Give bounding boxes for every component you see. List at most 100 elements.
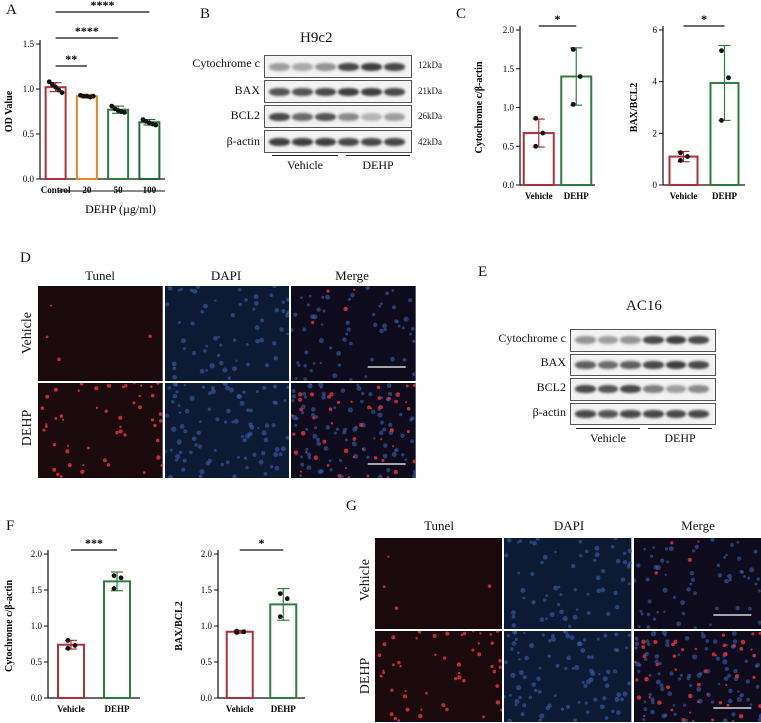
- micro-g-tunel-1-2-5: [694, 647, 697, 651]
- panel-label-a: A: [6, 2, 17, 18]
- micro-d-nucleus-0-2-30: [296, 361, 300, 364]
- micro-g-nucleus-0-1-41: [519, 539, 523, 543]
- micro-g-nucleus-1-1-41: [572, 666, 575, 670]
- micro-g-nucleus-1-1-14: [537, 689, 543, 694]
- micro-g-nucleus-1-2-87: [649, 697, 655, 702]
- blot-b-band-0-1: [292, 62, 313, 71]
- micro-d-nucleus-1-1-24: [164, 449, 167, 454]
- a-ytick-label-0: 0.0: [23, 174, 35, 184]
- blot-e-band-3-4: [665, 409, 687, 418]
- micro-g-nucleus-1-2-83: [749, 703, 752, 706]
- micro-g-nucleus-1-1-5: [628, 633, 632, 637]
- a-point-3-4: [153, 122, 159, 128]
- micro-g-nucleus-1-1-26: [509, 693, 513, 697]
- a-ytick-label-1: 0.5: [23, 129, 35, 139]
- micro-g-nucleus-0-1-27: [563, 616, 569, 622]
- micro-d-nucleus-1-1-30: [178, 411, 182, 414]
- micro-d-nucleus-1-1-3: [215, 417, 220, 422]
- micro-g-nucleus-0-2-38: [689, 570, 694, 576]
- micro-d-nucleus-1-1-17: [225, 460, 230, 465]
- micro-g-tunel-1-0-38: [391, 635, 396, 640]
- micro-g-nucleus-1-1-51: [551, 636, 557, 642]
- micro-g-nucleus-1-2-69: [739, 694, 742, 697]
- micro-g-tunel-1-0-35: [500, 708, 503, 712]
- micro-d-nucleus-1-1-41: [231, 420, 234, 424]
- micro-d-tunel-1-2-15: [377, 385, 381, 390]
- micro-d-tunel-1-2-49: [392, 445, 395, 448]
- micro-d-nucleus-1-2-26: [311, 407, 316, 412]
- c1-point-1-2: [570, 102, 576, 107]
- micro-g-nucleus-1-1-54: [600, 704, 605, 710]
- micro-d-nucleus-0-1-39: [253, 300, 259, 306]
- blot-e-band-2-1: [597, 385, 619, 394]
- micro-d-nucleus-1-1-49: [278, 452, 283, 457]
- micro-g-nucleus-1-1-78: [513, 631, 518, 635]
- micro-g-image-vehicle-dapi: [504, 538, 632, 629]
- micro-g-nucleus-1-1-86: [616, 710, 621, 715]
- micro-d-nucleus-0-1-4: [216, 353, 220, 358]
- micro-g-tunel-1-0-4: [399, 664, 402, 668]
- micro-g-nucleus-1-2-58: [667, 691, 672, 697]
- micro-g-tunel-1-0-16: [377, 653, 382, 657]
- micro-g-nucleus-1-1-21: [523, 631, 526, 635]
- micro-d-tunel-1-0-26: [151, 394, 155, 398]
- micro-g-nucleus-0-2-51: [637, 625, 641, 628]
- micro-g-bg-0-0: [375, 538, 503, 629]
- c2-ytick-label-0: 0: [653, 180, 658, 190]
- micro-d-nucleus-1-2-33: [410, 416, 415, 421]
- blot-e-band-0-3: [643, 336, 664, 345]
- micro-g-nucleus-0-1-10: [587, 611, 592, 615]
- micro-d-nucleus-0-2-22: [380, 302, 384, 306]
- micro-d-nucleus-1-2-68: [412, 473, 416, 478]
- micro-d-tunel-1-0-0: [86, 446, 90, 450]
- micro-g-tunel-1-2-43: [740, 639, 745, 645]
- micro-g-nucleus-1-1-39: [520, 712, 526, 717]
- micro-d-nucleus-1-1-48: [285, 435, 290, 440]
- a-sig-label-2: ****: [91, 0, 115, 12]
- micro-d-nucleus-0-1-7: [217, 335, 220, 339]
- c2-ytick-label-1: 2: [653, 128, 658, 138]
- micro-d-image-vehicle-dapi: [164, 286, 290, 381]
- micro-g-tunel-1-0-30: [391, 663, 395, 667]
- blot-b-band-0-3: [338, 62, 359, 71]
- micro-g-tunel-1-2-7: [672, 639, 678, 644]
- f1-point-0-0: [65, 638, 71, 643]
- micro-d-nucleus-0-1-31: [251, 307, 256, 311]
- micro-g-tunel-1-0-26: [490, 641, 494, 645]
- micro-d-nucleus-0-1-8: [167, 286, 173, 291]
- micro-d-nucleus-0-2-9: [325, 294, 331, 300]
- micro-d-tunel-1-2-17: [378, 404, 384, 410]
- blot-e-band-1-4: [665, 360, 687, 369]
- micro-d-tunel-1-0-38: [53, 387, 58, 392]
- f2-ytick-label-3: 1.5: [201, 585, 213, 595]
- micro-d-nucleus-1-2-24: [294, 423, 298, 427]
- micro-g-tunel-1-2-35: [687, 693, 693, 699]
- blot-b-band-2-0: [269, 112, 290, 121]
- micro-d-nucleus-1-2-40: [291, 399, 295, 403]
- micro-g-nucleus-0-2-21: [748, 567, 754, 573]
- micro-d-nucleus-0-2-8: [332, 373, 338, 379]
- micro-g-nucleus-0-1-46: [545, 594, 549, 597]
- micro-d-nucleus-1-1-60: [222, 383, 226, 385]
- micro-d-tunel-1-2-22: [362, 447, 365, 450]
- c2-point-1-1: [726, 75, 731, 81]
- micro-d-nucleus-1-2-63: [360, 399, 364, 404]
- micro-g-tunel-1-2-41: [655, 662, 659, 667]
- micro-g-nucleus-1-2-72: [655, 679, 661, 685]
- blot-b-vehicle-line: [272, 155, 338, 156]
- micro-d-nucleus-1-2-47: [316, 441, 322, 446]
- micro-g-nucleus-0-2-9: [668, 546, 674, 552]
- micro-d-tunel-1-2-39: [407, 406, 411, 411]
- micro-g-nucleus-1-2-50: [649, 709, 655, 715]
- micro-d-nucleus-0-1-32: [195, 286, 200, 289]
- micro-g-tunel-1-0-29: [390, 688, 394, 692]
- micro-g-nucleus-0-1-52: [627, 548, 632, 554]
- micro-d-nucleus-1-1-62: [207, 458, 212, 464]
- micro-g-nucleus-0-1-5: [571, 563, 576, 569]
- micro-d-nucleus-0-1-51: [243, 298, 248, 302]
- micro-d-nucleus-1-1-6: [179, 424, 185, 429]
- blot-b-band-2-4: [361, 112, 382, 121]
- micro-g-nucleus-1-1-23: [583, 683, 588, 688]
- micro-g-nucleus-1-2-39: [715, 656, 720, 661]
- micro-g-nucleus-1-1-61: [573, 718, 578, 722]
